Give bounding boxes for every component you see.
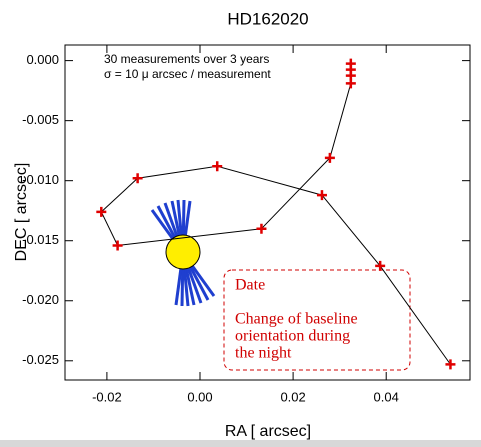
measurement	[324, 152, 335, 163]
plot-frame	[64, 44, 471, 381]
x-tick-label: 0.00	[187, 389, 212, 404]
y-axis-label: DEC [ arcsec]	[13, 163, 30, 262]
y-tick-label: 0.000	[26, 52, 59, 67]
measurement	[256, 223, 267, 234]
callout-text: orientation during	[235, 328, 350, 345]
chart-title: HD162020	[227, 9, 308, 28]
measurement	[212, 161, 223, 172]
y-tick-label: -0.005	[22, 112, 59, 127]
measurement	[316, 190, 327, 201]
y-tick-label: -0.020	[22, 292, 59, 307]
x-tick-label: 0.04	[374, 389, 399, 404]
annotation: 30 measurements over 3 years	[104, 52, 269, 66]
bottom-bar	[0, 440, 481, 447]
measurement	[375, 260, 386, 271]
measurement	[112, 240, 123, 251]
callout-box	[223, 269, 411, 371]
callout-text: the night	[235, 345, 292, 362]
measurement	[96, 206, 107, 217]
x-axis-label: RA [ arcsec]	[225, 423, 311, 440]
star	[165, 234, 201, 270]
callout-text: Change of baseline	[235, 311, 358, 328]
callout-title: Date	[235, 277, 265, 294]
y-tick-label: -0.010	[22, 172, 59, 187]
measurement	[132, 173, 143, 184]
x-tick-label: 0.02	[280, 389, 305, 404]
measurement	[345, 78, 356, 89]
y-tick-label: -0.015	[22, 232, 59, 247]
measurement	[445, 359, 456, 370]
y-tick-label: -0.025	[22, 352, 59, 367]
x-tick-label: -0.02	[92, 389, 122, 404]
annotation: σ = 10 μ arcsec / measurement	[104, 67, 271, 81]
